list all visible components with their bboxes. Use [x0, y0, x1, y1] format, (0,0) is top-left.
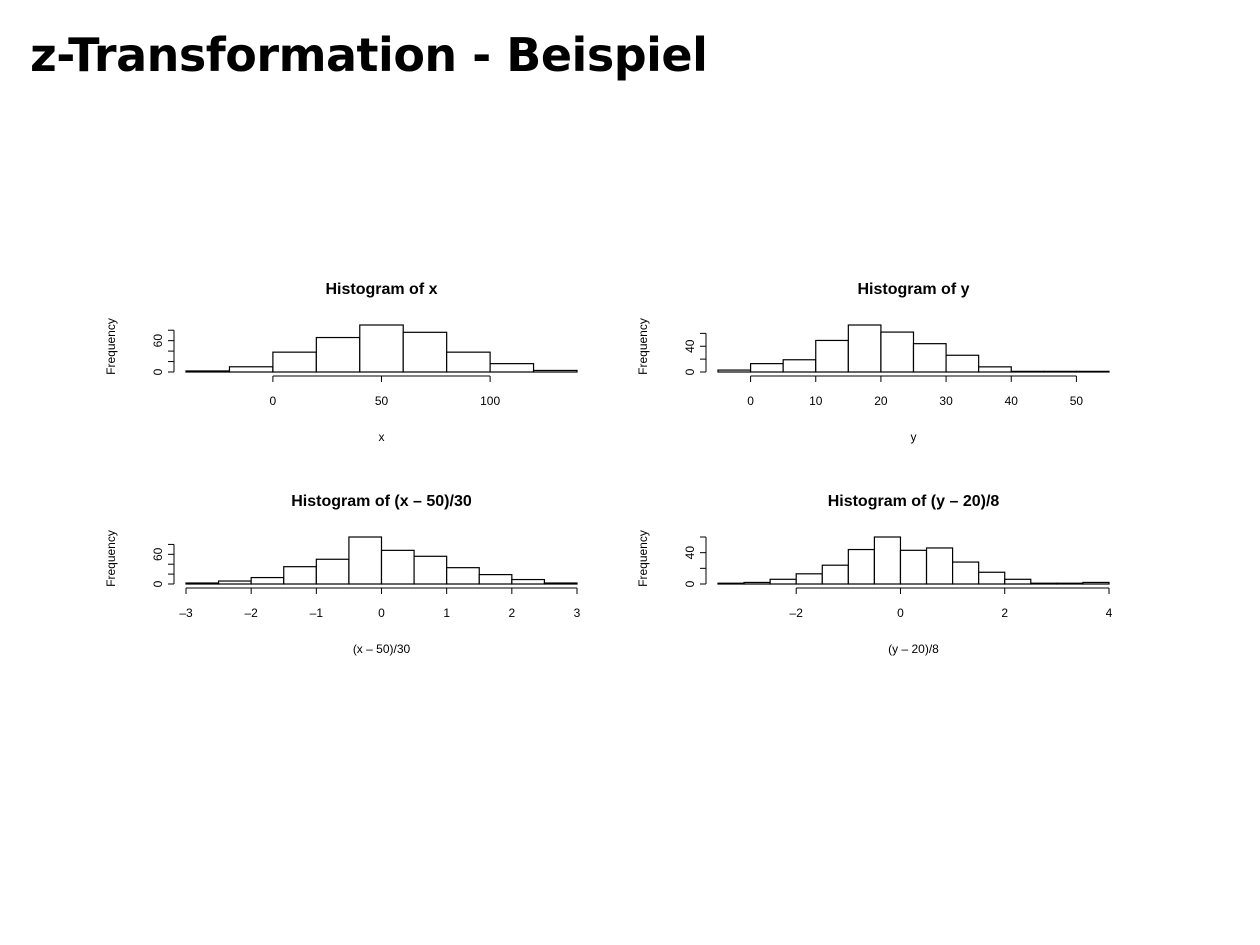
- histogram-bar: [815, 339, 849, 373]
- histogram-bar: [228, 366, 274, 373]
- x-tick-label: –3: [179, 606, 193, 620]
- y-tick-label: 40: [683, 339, 697, 353]
- x-tick-label: 1: [443, 606, 450, 620]
- histogram-title: Histogram of x: [325, 281, 437, 298]
- histogram-bar: [446, 567, 480, 585]
- y-tick-label: 40: [683, 546, 697, 560]
- histogram-bar: [217, 580, 252, 585]
- histogram-bar: [717, 582, 745, 585]
- histogram-bar: [1082, 581, 1110, 585]
- histogram-title: Histogram of (x – 50)/30: [291, 493, 472, 510]
- x-tick-label: 0: [897, 606, 904, 620]
- x-tick-label: 50: [375, 394, 389, 408]
- histogram-bar: [543, 582, 578, 585]
- histogram-bar: [1075, 370, 1110, 373]
- y-tick-label: 0: [683, 580, 697, 587]
- histogram-bar: [380, 549, 415, 585]
- histogram-bar: [782, 359, 817, 373]
- y-axis-label: Frequency: [636, 318, 650, 375]
- histogram-bar: [1030, 582, 1058, 585]
- histogram-bar: [348, 536, 383, 585]
- histogram-bar: [413, 555, 448, 585]
- histogram-bar: [359, 324, 404, 373]
- x-tick-label: 50: [1070, 394, 1084, 408]
- histogram-bar: [489, 363, 535, 373]
- histogram-bar: [1043, 370, 1078, 373]
- histogram-bar: [821, 564, 849, 585]
- x-axis-label: (x – 50)/30: [353, 642, 411, 656]
- histogram-title: Histogram of y: [857, 281, 969, 298]
- y-axis-label: Frequency: [104, 530, 118, 587]
- histogram-bar: [1010, 370, 1045, 373]
- x-tick-label: 4: [1106, 606, 1113, 620]
- histogram-bar: [402, 331, 448, 373]
- histogram-bar: [925, 547, 954, 585]
- histogram-bar: [873, 536, 902, 585]
- histogram-bar: [1056, 582, 1084, 585]
- histogram-bar: [912, 343, 947, 373]
- x-tick-label: 0: [747, 394, 754, 408]
- x-tick-label: –1: [310, 606, 324, 620]
- histogram-bar: [315, 336, 361, 373]
- x-tick-label: 0: [378, 606, 385, 620]
- histogram-bar: [511, 578, 546, 585]
- y-tick-label: 60: [151, 334, 165, 348]
- histogram-bar: [847, 324, 882, 373]
- x-axis-label: y: [911, 430, 917, 444]
- x-tick-label: 30: [939, 394, 953, 408]
- histogram-bar: [272, 351, 317, 373]
- x-tick-label: –2: [244, 606, 258, 620]
- x-axis-label: x: [379, 430, 385, 444]
- x-tick-label: 100: [480, 394, 500, 408]
- histogram-bar: [532, 369, 578, 373]
- x-axis-label: (y – 20)/8: [888, 642, 939, 656]
- histogram-bar: [185, 582, 220, 585]
- histogram-bar: [743, 581, 771, 585]
- histogram-bar: [880, 331, 915, 373]
- y-axis-label: Frequency: [636, 530, 650, 587]
- histogram-bar: [446, 351, 491, 373]
- histogram-bar: [978, 366, 1012, 373]
- histogram-bar: [250, 576, 285, 585]
- histogram-bar: [315, 558, 350, 585]
- histogram-bar: [945, 354, 980, 373]
- y-tick-label: 0: [151, 368, 165, 375]
- histogram-bar: [769, 578, 797, 585]
- x-tick-label: 40: [1005, 394, 1019, 408]
- histogram-bar: [478, 573, 513, 585]
- histogram-bar: [795, 573, 823, 585]
- x-tick-label: 10: [809, 394, 823, 408]
- histogram-bar: [1004, 578, 1032, 585]
- histogram-bar: [978, 571, 1006, 585]
- histogram-bar: [899, 549, 928, 585]
- histogram-bar: [717, 369, 752, 373]
- slide-title: z-Transformation - Beispiel: [30, 28, 708, 82]
- y-tick-label: 0: [683, 368, 697, 375]
- y-tick-label: 60: [151, 547, 165, 561]
- histogram-bar: [185, 370, 231, 373]
- histogram-bar: [847, 548, 875, 585]
- histogram-bar: [951, 561, 980, 585]
- x-tick-label: –2: [790, 606, 804, 620]
- x-tick-label: 2: [508, 606, 515, 620]
- x-tick-label: 20: [874, 394, 888, 408]
- x-tick-label: 3: [574, 606, 581, 620]
- histogram-bar: [749, 363, 784, 373]
- x-tick-label: 0: [270, 394, 277, 408]
- y-axis-label: Frequency: [104, 318, 118, 375]
- histogram-bar: [283, 566, 317, 585]
- y-tick-label: 0: [151, 580, 165, 587]
- x-tick-label: 2: [1001, 606, 1008, 620]
- histogram-title: Histogram of (y – 20)/8: [828, 493, 1000, 510]
